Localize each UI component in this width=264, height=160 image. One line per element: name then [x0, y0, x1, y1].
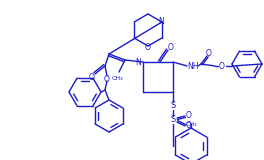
- Text: O: O: [104, 75, 110, 84]
- Text: O: O: [219, 61, 225, 71]
- Text: CH₃: CH₃: [185, 121, 197, 127]
- Text: O: O: [206, 48, 212, 57]
- Text: O: O: [186, 112, 192, 120]
- Text: N: N: [135, 57, 141, 67]
- Text: O: O: [145, 43, 151, 52]
- Text: S: S: [170, 116, 176, 124]
- Text: O: O: [89, 72, 95, 81]
- Text: S: S: [170, 101, 176, 111]
- Text: CH₃: CH₃: [111, 76, 123, 80]
- Text: NH: NH: [187, 61, 199, 71]
- Text: N: N: [158, 16, 164, 25]
- Text: O: O: [186, 121, 192, 131]
- Text: O: O: [168, 43, 174, 52]
